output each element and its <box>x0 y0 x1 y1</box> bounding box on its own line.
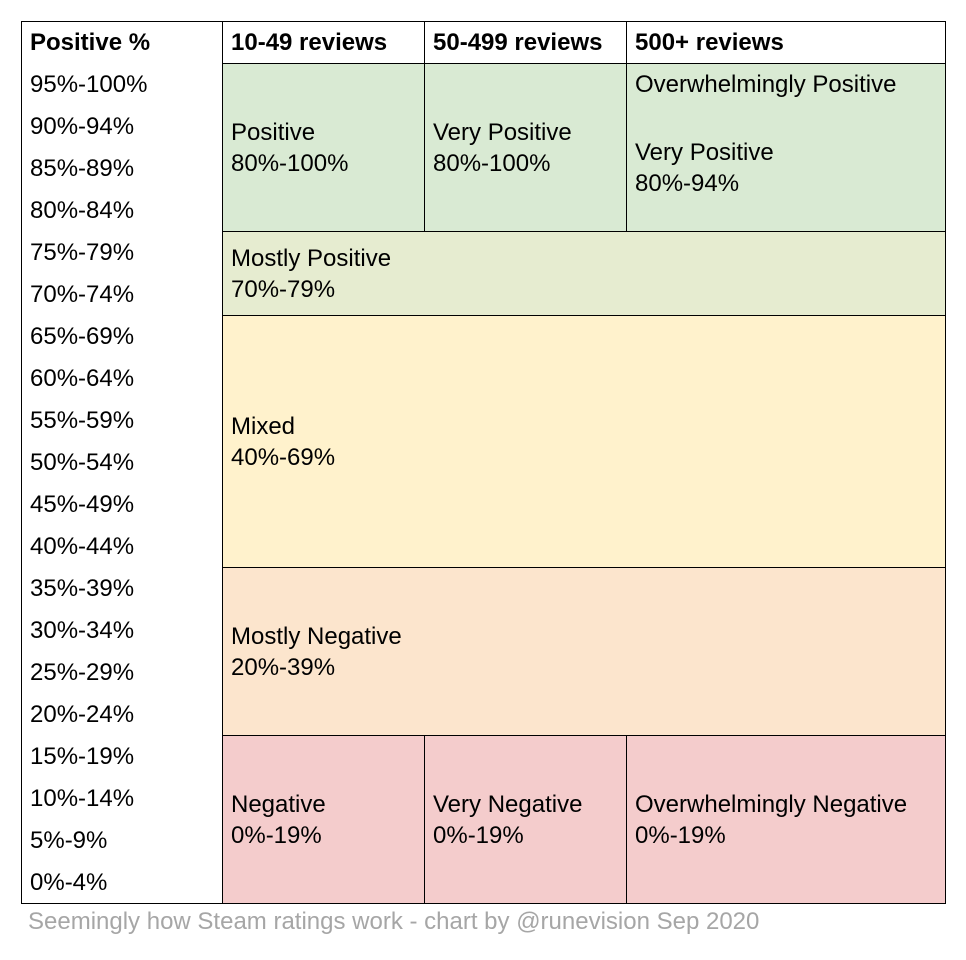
row-label: 75%-79% <box>21 231 223 274</box>
row-label: 95%-100% <box>21 63 223 106</box>
rating-range: 0%-19% <box>231 821 322 849</box>
row-label: 50%-54% <box>21 441 223 484</box>
rating-block: Very Positive 80%-100% <box>424 63 627 232</box>
rating-block: Mixed 40%-69% <box>222 315 946 568</box>
row-label: 25%-29% <box>21 651 223 694</box>
rating-range: 20%-39% <box>231 653 336 681</box>
rating-name: Overwhelmingly Negative <box>635 790 908 818</box>
row-label: 65%-69% <box>21 315 223 358</box>
rating-range: 80%-100% <box>231 149 349 177</box>
row-label: 0%-4% <box>21 861 223 904</box>
rating-range: 80%-100% <box>433 149 551 177</box>
rating-name: Mostly Negative <box>231 622 402 650</box>
row-label: 40%-44% <box>21 525 223 568</box>
row-label: 90%-94% <box>21 105 223 148</box>
rating-range: 80%-94% <box>635 170 740 197</box>
header-cell: Positive % <box>21 21 223 64</box>
rating-range: 0%-19% <box>635 821 726 849</box>
rating-name: Negative <box>231 790 326 818</box>
row-label: 15%-19% <box>21 735 223 778</box>
rating-name: Overwhelmingly Positive <box>635 71 897 98</box>
rating-block: Negative 0%-19% <box>222 735 425 904</box>
rating-block: Mostly Negative 20%-39% <box>222 567 946 736</box>
row-label: 80%-84% <box>21 189 223 232</box>
row-label: 45%-49% <box>21 483 223 526</box>
rating-name: Very Positive <box>635 139 774 166</box>
rating-block: Positive 80%-100% <box>222 63 425 232</box>
header-cell: 50-499 reviews <box>424 21 627 64</box>
rating-name: Mostly Positive <box>231 244 392 272</box>
row-label: 20%-24% <box>21 693 223 736</box>
row-label: 35%-39% <box>21 567 223 610</box>
row-label: 60%-64% <box>21 357 223 400</box>
rating-block: Overwhelmingly Positive <box>626 63 946 106</box>
caption: Seemingly how Steam ratings work - chart… <box>28 908 760 935</box>
rating-range: 0%-19% <box>433 821 524 849</box>
rating-range: 70%-79% <box>231 275 336 303</box>
rating-block: Very Negative 0%-19% <box>424 735 627 904</box>
row-label: 85%-89% <box>21 147 223 190</box>
header-cell: 500+ reviews <box>626 21 946 64</box>
rating-block: Overwhelmingly Negative 0%-19% <box>626 735 946 904</box>
rating-name: Positive <box>231 118 316 146</box>
rating-range: 40%-69% <box>231 443 336 471</box>
rating-block: Mostly Positive 70%-79% <box>222 231 946 316</box>
row-label: 30%-34% <box>21 609 223 652</box>
rating-name: Mixed <box>231 412 296 440</box>
row-label: 70%-74% <box>21 273 223 316</box>
rating-name: Very Negative <box>433 790 583 818</box>
row-label: 10%-14% <box>21 777 223 820</box>
row-label: 55%-59% <box>21 399 223 442</box>
rating-name: Very Positive <box>433 118 572 146</box>
rating-block: Very Positive 80%-94% <box>626 105 946 232</box>
row-label: 5%-9% <box>21 819 223 862</box>
header-cell: 10-49 reviews <box>222 21 425 64</box>
